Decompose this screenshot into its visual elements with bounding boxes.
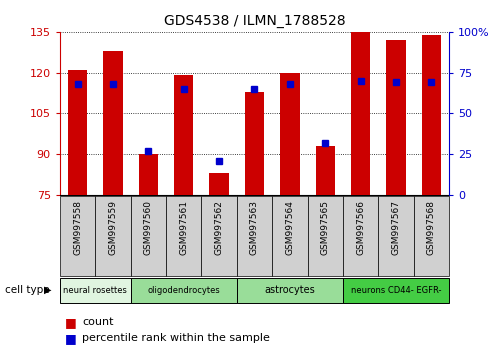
Text: GSM997562: GSM997562: [215, 200, 224, 255]
Bar: [386, 40, 406, 195]
FancyBboxPatch shape: [414, 196, 449, 276]
Text: GSM997563: GSM997563: [250, 200, 259, 256]
FancyBboxPatch shape: [272, 196, 307, 276]
Text: GSM997565: GSM997565: [321, 200, 330, 256]
FancyBboxPatch shape: [95, 196, 131, 276]
Text: ■: ■: [65, 316, 77, 329]
FancyBboxPatch shape: [307, 196, 343, 276]
Bar: [210, 173, 229, 195]
FancyBboxPatch shape: [237, 196, 272, 276]
Bar: [139, 154, 158, 195]
Bar: [280, 73, 299, 195]
Text: GSM997568: GSM997568: [427, 200, 436, 256]
Bar: [422, 35, 441, 195]
Text: astrocytes: astrocytes: [264, 285, 315, 295]
Text: ■: ■: [65, 332, 77, 344]
Text: GSM997561: GSM997561: [179, 200, 188, 256]
Text: cell type: cell type: [5, 285, 49, 295]
Text: percentile rank within the sample: percentile rank within the sample: [82, 333, 270, 343]
FancyBboxPatch shape: [131, 278, 237, 303]
Text: neurons CD44- EGFR-: neurons CD44- EGFR-: [351, 286, 441, 295]
Bar: [315, 146, 335, 195]
Text: GSM997567: GSM997567: [392, 200, 401, 256]
Text: GSM997559: GSM997559: [108, 200, 117, 256]
Text: neural rosettes: neural rosettes: [63, 286, 127, 295]
FancyBboxPatch shape: [131, 196, 166, 276]
FancyBboxPatch shape: [343, 278, 449, 303]
Bar: [68, 70, 87, 195]
FancyBboxPatch shape: [237, 278, 343, 303]
FancyBboxPatch shape: [60, 278, 131, 303]
FancyBboxPatch shape: [202, 196, 237, 276]
FancyBboxPatch shape: [166, 196, 202, 276]
Text: GSM997564: GSM997564: [285, 200, 294, 255]
FancyBboxPatch shape: [378, 196, 414, 276]
Text: oligodendrocytes: oligodendrocytes: [147, 286, 220, 295]
Bar: [245, 92, 264, 195]
Bar: [103, 51, 123, 195]
FancyBboxPatch shape: [343, 196, 378, 276]
Text: count: count: [82, 317, 114, 327]
Text: GSM997558: GSM997558: [73, 200, 82, 256]
Text: GSM997566: GSM997566: [356, 200, 365, 256]
Title: GDS4538 / ILMN_1788528: GDS4538 / ILMN_1788528: [164, 14, 345, 28]
Bar: [174, 75, 194, 195]
Text: ▶: ▶: [43, 285, 51, 295]
Bar: [351, 32, 370, 195]
FancyBboxPatch shape: [60, 196, 95, 276]
Text: GSM997560: GSM997560: [144, 200, 153, 256]
